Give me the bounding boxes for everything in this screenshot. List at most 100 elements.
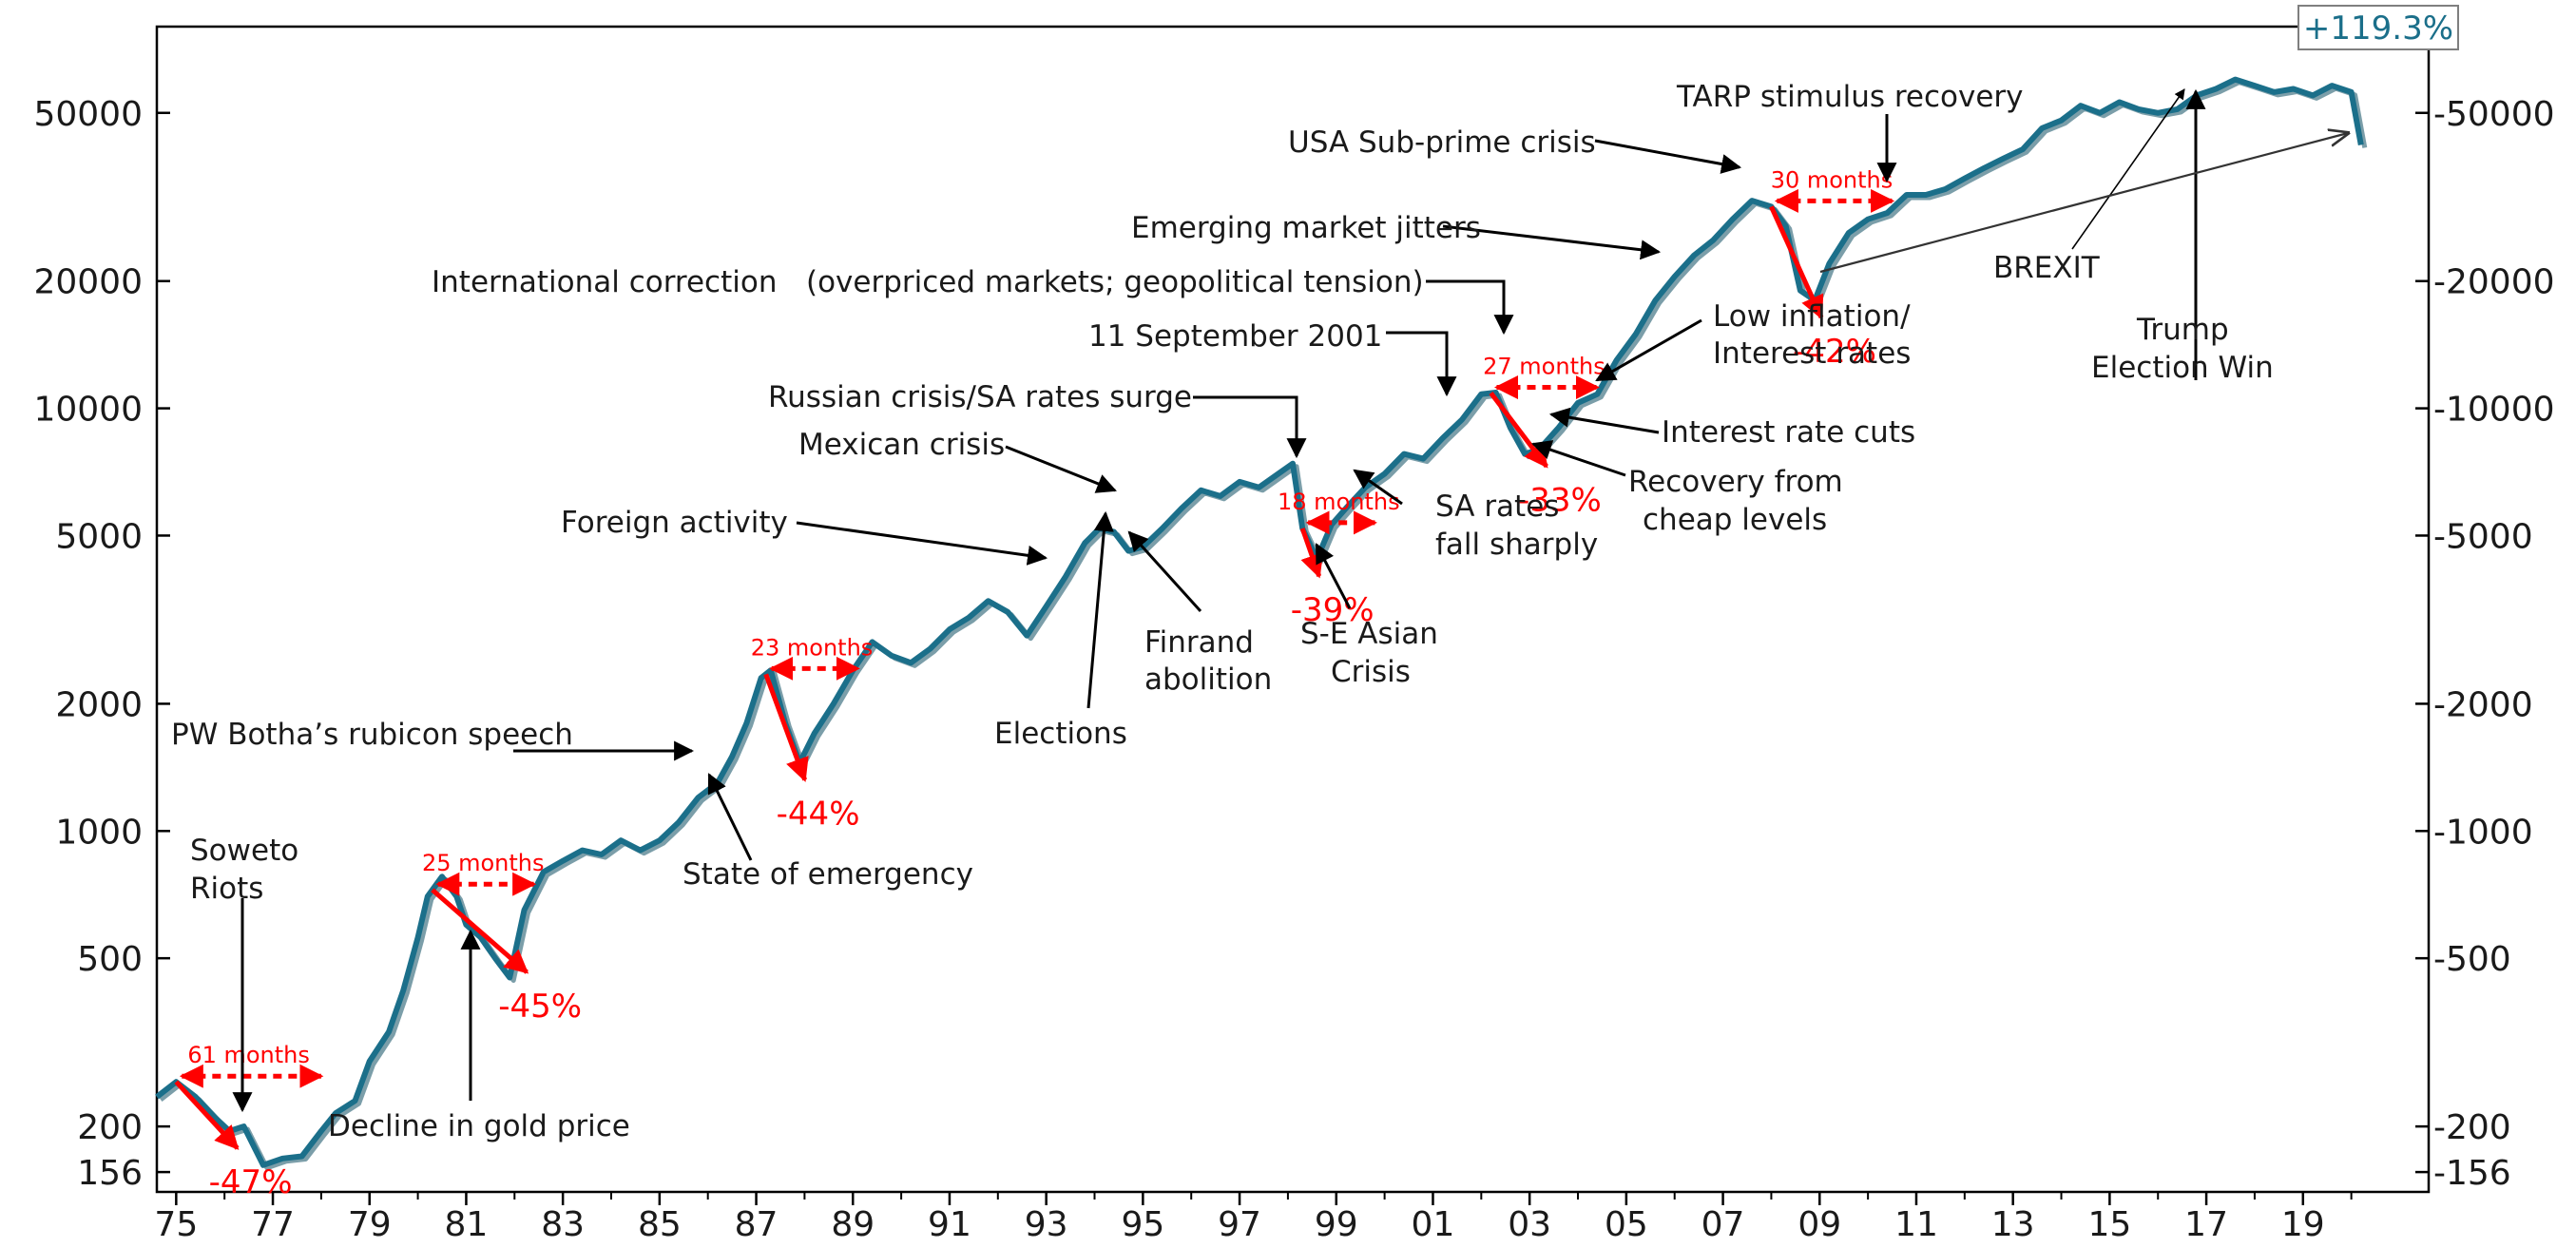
arrow-foreign bbox=[796, 521, 1048, 566]
arrow-low-inflation bbox=[1595, 318, 1702, 382]
drawdown-label: -39% bbox=[1291, 591, 1375, 629]
callout-value: +119.3% bbox=[2303, 10, 2453, 48]
y-tick-label-right: -50000 bbox=[2433, 95, 2555, 134]
plot-frame bbox=[155, 25, 2431, 1194]
y-tick-label: 5000 bbox=[55, 517, 143, 556]
x-tick-label: 93 bbox=[1025, 1205, 1068, 1244]
y-tick-label: 500 bbox=[77, 940, 143, 979]
label-elections: Elections bbox=[994, 717, 1127, 751]
recovery-label: 61 months bbox=[187, 1042, 310, 1068]
y-tick-label: 20000 bbox=[33, 263, 143, 302]
y-tick-label: 200 bbox=[77, 1108, 143, 1147]
drawdown-arrow bbox=[1489, 392, 1548, 469]
arrow-jitters bbox=[1442, 224, 1662, 260]
x-tick-label: 99 bbox=[1315, 1205, 1358, 1244]
label-international-reason: (overpriced markets; geopolitical tensio… bbox=[806, 265, 1424, 299]
label-gold: Decline in gold price bbox=[328, 1109, 630, 1143]
callout-box bbox=[2297, 5, 2459, 50]
index-line bbox=[155, 76, 2364, 1168]
x-tick-label: 75 bbox=[154, 1205, 198, 1244]
label-sa-rates: SA rates bbox=[1435, 490, 1559, 524]
arrow-subprime bbox=[1594, 139, 1742, 174]
arrow-overall bbox=[1819, 133, 2348, 274]
label-fall-sharply: fall sharply bbox=[1435, 528, 1598, 562]
label-foreign: Foreign activity bbox=[561, 506, 788, 540]
x-tick-label: 81 bbox=[445, 1205, 489, 1244]
x-axis: 75 77 79 81 83 85 87 89 91 93 95 97 99 01 03 05 07 09 11 13… bbox=[154, 1192, 2353, 1244]
x-tick-label: 17 bbox=[2184, 1205, 2228, 1244]
x-tick-label: 19 bbox=[2281, 1205, 2325, 1244]
drawdown-label: -44% bbox=[777, 796, 860, 834]
label-crisis: Crisis bbox=[1331, 655, 1411, 689]
arrow-finrand bbox=[1127, 530, 1202, 613]
arrow-rate-cuts bbox=[1548, 407, 1660, 434]
label-asian: S-E Asian bbox=[1300, 617, 1438, 651]
drawdown-arrow bbox=[174, 1080, 240, 1150]
label-riots: Riots bbox=[190, 872, 263, 906]
y-tick-label-right: -200 bbox=[2433, 1108, 2511, 1147]
x-tick-label: 85 bbox=[638, 1205, 682, 1244]
y-tick-label-right: -156 bbox=[2433, 1154, 2511, 1193]
recovery-label: 25 months bbox=[422, 850, 545, 876]
x-tick-label: 79 bbox=[348, 1205, 392, 1244]
label-brexit: BREXIT bbox=[1993, 251, 2101, 285]
y-axis: 156 -156 200 -200 500 -500 1000 -1000 2000 -2000 5… bbox=[33, 95, 2554, 1193]
x-tick-label: 83 bbox=[541, 1205, 585, 1244]
drawdown-label: -45% bbox=[498, 988, 582, 1026]
drawdown-arrow bbox=[1769, 205, 1824, 320]
label-interest-rates: Interest rates bbox=[1713, 336, 1911, 371]
arrow-emergency bbox=[707, 773, 753, 861]
annotations: Soweto Riots Decline in gold price PW Bo… bbox=[171, 80, 2274, 1143]
total-return-callout: +119.3% bbox=[2297, 5, 2459, 50]
y-tick-label: 50000 bbox=[33, 95, 143, 134]
arrow-september bbox=[1386, 331, 1457, 397]
arrow-asian bbox=[1315, 543, 1352, 609]
recovery-label: 30 months bbox=[1771, 166, 1894, 193]
y-tick-label-right: -20000 bbox=[2433, 263, 2555, 302]
arrow-mexican bbox=[1005, 445, 1117, 493]
y-tick-label-right: -2000 bbox=[2433, 685, 2533, 724]
label-tarp: TARP stimulus recovery bbox=[1676, 80, 2024, 114]
arrow-elections bbox=[1086, 510, 1114, 709]
x-tick-label: 77 bbox=[251, 1205, 295, 1244]
label-low-inflation: Low inflation/ bbox=[1713, 299, 1911, 334]
annotation-arrows bbox=[232, 88, 2206, 1113]
label-subprime: USA Sub-prime crisis bbox=[1288, 125, 1596, 160]
y-tick-label-right: -1000 bbox=[2433, 813, 2533, 852]
x-tick-label: 07 bbox=[1701, 1205, 1745, 1244]
arrow-brexit bbox=[2071, 88, 2185, 250]
label-abolition: abolition bbox=[1144, 662, 1272, 697]
recovery-label: 27 months bbox=[1483, 354, 1605, 380]
x-tick-label: 01 bbox=[1412, 1205, 1455, 1244]
label-rate-cuts: Interest rate cuts bbox=[1662, 415, 1915, 450]
label-finrand: Finrand bbox=[1144, 625, 1254, 660]
x-tick-label: 09 bbox=[1797, 1205, 1841, 1244]
label-mexican: Mexican crisis bbox=[798, 428, 1005, 462]
x-tick-label: 05 bbox=[1605, 1205, 1648, 1244]
drawdown-label: -47% bbox=[209, 1163, 293, 1201]
label-cheap-levels: cheap levels bbox=[1643, 503, 1827, 537]
y-tick-label: 2000 bbox=[55, 685, 143, 724]
x-tick-label: 11 bbox=[1894, 1205, 1938, 1244]
recovery-label: 23 months bbox=[751, 634, 874, 661]
x-tick-label: 15 bbox=[2087, 1205, 2131, 1244]
drawdown-arrow bbox=[763, 673, 809, 782]
drawdown-arrow bbox=[431, 888, 529, 974]
x-tick-label: 91 bbox=[928, 1205, 971, 1244]
arrow-international bbox=[1426, 279, 1514, 336]
recovery-label: 18 months bbox=[1278, 489, 1400, 515]
y-tick-label-right: -10000 bbox=[2433, 391, 2555, 430]
x-tick-label: 03 bbox=[1508, 1205, 1551, 1244]
y-tick-label-right: -500 bbox=[2433, 940, 2511, 979]
label-trump: Trump bbox=[2136, 313, 2229, 347]
label-russian: Russian crisis/SA rates surge bbox=[768, 380, 1192, 414]
label-emergency: State of emergency bbox=[682, 857, 973, 892]
y-tick-label: 156 bbox=[77, 1154, 143, 1193]
label-rubicon: PW Botha’s rubicon speech bbox=[171, 718, 573, 752]
x-tick-label: 87 bbox=[735, 1205, 779, 1244]
label-jitters: Emerging market jitters bbox=[1131, 211, 1481, 245]
y-tick-label: 10000 bbox=[33, 391, 143, 430]
recovery-arrows: 61 months 25 months 23 months 18 months 27 m… bbox=[179, 166, 1895, 1088]
label-soweto: Soweto bbox=[190, 834, 298, 868]
